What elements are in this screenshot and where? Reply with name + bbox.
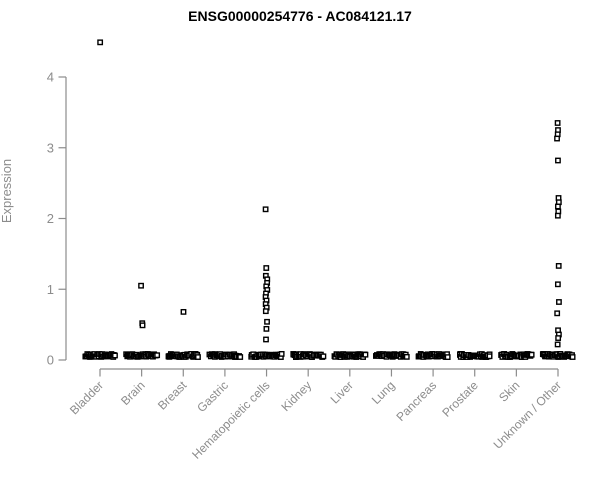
x-tick-label: Kidney <box>278 378 314 414</box>
data-point <box>554 120 561 126</box>
x-tick-label: Prostate <box>439 378 481 420</box>
y-tick-label: 3 <box>47 140 54 155</box>
zero-expression-point <box>569 354 576 360</box>
data-point <box>554 341 561 348</box>
data-point <box>180 308 187 315</box>
zero-expression-point <box>278 351 285 357</box>
x-tick-label: Skin <box>496 378 522 404</box>
data-point <box>555 263 562 269</box>
data-point <box>554 135 560 142</box>
x-tick-label: Brain <box>118 378 148 408</box>
data-point <box>139 322 146 329</box>
x-tick-label: Gastric <box>194 378 231 415</box>
data-point <box>262 206 269 213</box>
y-tick-label: 4 <box>47 70 54 85</box>
zero-expression-point <box>237 354 244 360</box>
zero-expression-point <box>444 354 451 360</box>
zero-expression-point <box>112 352 118 359</box>
y-tick-label: 2 <box>47 211 54 226</box>
data-point <box>263 265 270 271</box>
data-point <box>264 318 270 325</box>
x-tick-label: Breast <box>155 378 190 413</box>
data-point <box>554 212 561 219</box>
y-tick-label: 1 <box>47 282 54 297</box>
data-point <box>263 336 269 343</box>
data-point <box>554 310 561 317</box>
zero-expression-point <box>486 353 493 360</box>
data-points <box>82 39 576 360</box>
data-point <box>555 203 561 210</box>
x-tick-label: Hematopoietic cells <box>189 378 272 461</box>
zero-expression-point <box>195 354 201 360</box>
data-point <box>555 157 561 164</box>
x-tick-label: Pancreas <box>393 378 439 424</box>
data-point <box>263 325 270 332</box>
data-point <box>554 281 561 288</box>
data-point <box>262 308 269 315</box>
y-axis: 0 1 2 3 4 <box>47 70 67 368</box>
zero-expression-point <box>403 353 410 360</box>
x-tick-label: Liver <box>328 378 356 406</box>
zero-expression-point <box>320 353 327 360</box>
data-point <box>556 299 562 305</box>
x-tick-label: Bladder <box>67 378 106 417</box>
data-point <box>97 39 104 46</box>
zero-expression-point <box>528 351 535 358</box>
zero-expression-point <box>154 352 161 359</box>
y-axis-label: Expression <box>0 159 14 223</box>
data-point <box>138 282 144 289</box>
x-tick-label: Lung <box>369 378 398 407</box>
zero-expression-point <box>362 351 369 358</box>
chart-title: ENSG00000254776 - AC084121.17 <box>188 8 412 24</box>
data-point <box>555 335 562 341</box>
y-tick-label: 0 <box>47 353 54 368</box>
